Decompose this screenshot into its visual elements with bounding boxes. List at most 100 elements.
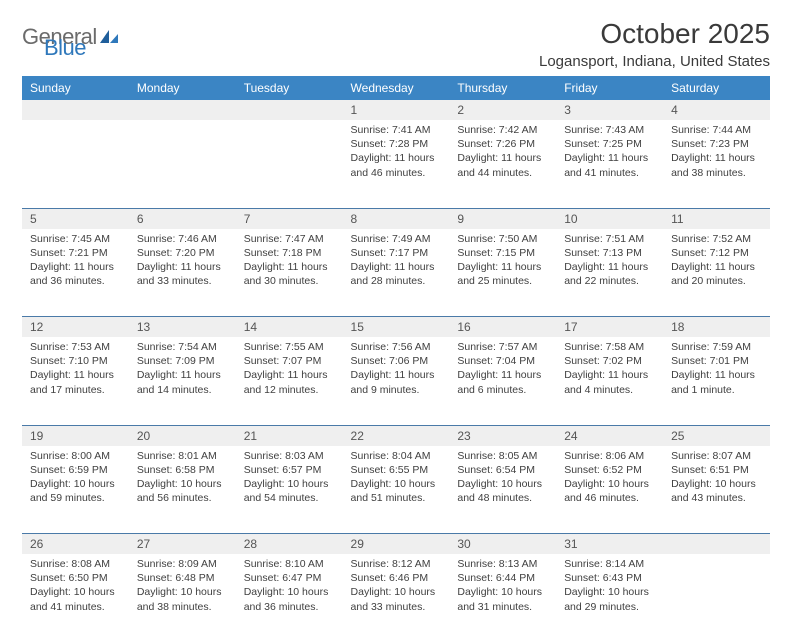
- day-number-cell: 5: [22, 208, 129, 229]
- day-details: Sunrise: 7:53 AMSunset: 7:10 PMDaylight:…: [22, 337, 129, 402]
- day-detail-cell: Sunrise: 7:41 AMSunset: 7:28 PMDaylight:…: [343, 120, 450, 208]
- daylight-line: Daylight: 11 hours and 46 minutes.: [351, 151, 442, 179]
- sunset-line: Sunset: 7:02 PM: [564, 354, 655, 368]
- day-number-cell: [129, 100, 236, 120]
- sunrise-line: Sunrise: 8:13 AM: [457, 557, 548, 571]
- day-detail-cell: Sunrise: 7:58 AMSunset: 7:02 PMDaylight:…: [556, 337, 663, 425]
- brand-logo: General Blue: [22, 18, 120, 50]
- day-details: Sunrise: 7:56 AMSunset: 7:06 PMDaylight:…: [343, 337, 450, 402]
- sunrise-line: Sunrise: 7:58 AM: [564, 340, 655, 354]
- sunrise-line: Sunrise: 7:44 AM: [671, 123, 762, 137]
- day-detail-cell: Sunrise: 8:04 AMSunset: 6:55 PMDaylight:…: [343, 446, 450, 534]
- day-details: Sunrise: 8:01 AMSunset: 6:58 PMDaylight:…: [129, 446, 236, 511]
- sunset-line: Sunset: 6:48 PM: [137, 571, 228, 585]
- day-detail-cell: [129, 120, 236, 208]
- day-detail-cell: [22, 120, 129, 208]
- day-number-cell: 29: [343, 534, 450, 555]
- daylight-line: Daylight: 10 hours and 56 minutes.: [137, 477, 228, 505]
- weekday-header: Sunday: [22, 76, 129, 100]
- sunset-line: Sunset: 7:01 PM: [671, 354, 762, 368]
- sunset-line: Sunset: 7:17 PM: [351, 246, 442, 260]
- day-details: Sunrise: 7:42 AMSunset: 7:26 PMDaylight:…: [449, 120, 556, 185]
- brand-text-blue: Blue: [44, 35, 86, 61]
- day-details: Sunrise: 7:52 AMSunset: 7:12 PMDaylight:…: [663, 229, 770, 294]
- day-detail-cell: Sunrise: 7:59 AMSunset: 7:01 PMDaylight:…: [663, 337, 770, 425]
- sunset-line: Sunset: 7:13 PM: [564, 246, 655, 260]
- sunset-line: Sunset: 7:04 PM: [457, 354, 548, 368]
- sunset-line: Sunset: 7:26 PM: [457, 137, 548, 151]
- sunrise-line: Sunrise: 7:56 AM: [351, 340, 442, 354]
- day-number-cell: 10: [556, 208, 663, 229]
- sunset-line: Sunset: 7:25 PM: [564, 137, 655, 151]
- calendar-body: 1234Sunrise: 7:41 AMSunset: 7:28 PMDayli…: [22, 100, 770, 642]
- daylight-line: Daylight: 11 hours and 38 minutes.: [671, 151, 762, 179]
- sunset-line: Sunset: 7:10 PM: [30, 354, 121, 368]
- sunrise-line: Sunrise: 7:42 AM: [457, 123, 548, 137]
- day-details: Sunrise: 7:47 AMSunset: 7:18 PMDaylight:…: [236, 229, 343, 294]
- day-details: Sunrise: 7:54 AMSunset: 7:09 PMDaylight:…: [129, 337, 236, 402]
- day-detail-cell: Sunrise: 7:55 AMSunset: 7:07 PMDaylight:…: [236, 337, 343, 425]
- sunset-line: Sunset: 7:18 PM: [244, 246, 335, 260]
- daylight-line: Daylight: 10 hours and 48 minutes.: [457, 477, 548, 505]
- sunrise-line: Sunrise: 7:46 AM: [137, 232, 228, 246]
- day-detail-cell: Sunrise: 7:54 AMSunset: 7:09 PMDaylight:…: [129, 337, 236, 425]
- daylight-line: Daylight: 11 hours and 20 minutes.: [671, 260, 762, 288]
- day-number-cell: 23: [449, 425, 556, 446]
- day-detail-cell: Sunrise: 7:43 AMSunset: 7:25 PMDaylight:…: [556, 120, 663, 208]
- daylight-line: Daylight: 10 hours and 31 minutes.: [457, 585, 548, 613]
- sunset-line: Sunset: 6:52 PM: [564, 463, 655, 477]
- day-number-cell: 4: [663, 100, 770, 120]
- day-number-cell: 18: [663, 317, 770, 338]
- sunrise-line: Sunrise: 8:06 AM: [564, 449, 655, 463]
- day-details: Sunrise: 8:10 AMSunset: 6:47 PMDaylight:…: [236, 554, 343, 619]
- day-number-cell: 31: [556, 534, 663, 555]
- day-details: Sunrise: 8:04 AMSunset: 6:55 PMDaylight:…: [343, 446, 450, 511]
- daylight-line: Daylight: 10 hours and 54 minutes.: [244, 477, 335, 505]
- day-number-cell: 30: [449, 534, 556, 555]
- day-number-cell: 13: [129, 317, 236, 338]
- sunrise-line: Sunrise: 7:47 AM: [244, 232, 335, 246]
- day-detail-cell: Sunrise: 8:12 AMSunset: 6:46 PMDaylight:…: [343, 554, 450, 642]
- daylight-line: Daylight: 11 hours and 9 minutes.: [351, 368, 442, 396]
- sunset-line: Sunset: 7:06 PM: [351, 354, 442, 368]
- sunset-line: Sunset: 6:43 PM: [564, 571, 655, 585]
- calendar-table: SundayMondayTuesdayWednesdayThursdayFrid…: [22, 76, 770, 642]
- sunset-line: Sunset: 6:44 PM: [457, 571, 548, 585]
- day-details: Sunrise: 8:13 AMSunset: 6:44 PMDaylight:…: [449, 554, 556, 619]
- day-details: Sunrise: 8:08 AMSunset: 6:50 PMDaylight:…: [22, 554, 129, 619]
- day-detail-cell: Sunrise: 8:09 AMSunset: 6:48 PMDaylight:…: [129, 554, 236, 642]
- day-details: Sunrise: 8:12 AMSunset: 6:46 PMDaylight:…: [343, 554, 450, 619]
- day-number-cell: 17: [556, 317, 663, 338]
- day-details: Sunrise: 7:50 AMSunset: 7:15 PMDaylight:…: [449, 229, 556, 294]
- day-number-cell: 20: [129, 425, 236, 446]
- sunset-line: Sunset: 7:20 PM: [137, 246, 228, 260]
- day-number-cell: 21: [236, 425, 343, 446]
- weekday-header: Wednesday: [343, 76, 450, 100]
- day-details: Sunrise: 7:57 AMSunset: 7:04 PMDaylight:…: [449, 337, 556, 402]
- day-details: Sunrise: 7:58 AMSunset: 7:02 PMDaylight:…: [556, 337, 663, 402]
- day-details: Sunrise: 7:55 AMSunset: 7:07 PMDaylight:…: [236, 337, 343, 402]
- day-detail-cell: Sunrise: 8:14 AMSunset: 6:43 PMDaylight:…: [556, 554, 663, 642]
- day-detail-cell: Sunrise: 7:53 AMSunset: 7:10 PMDaylight:…: [22, 337, 129, 425]
- daynum-row: 262728293031: [22, 534, 770, 555]
- day-details: Sunrise: 8:07 AMSunset: 6:51 PMDaylight:…: [663, 446, 770, 511]
- sunset-line: Sunset: 7:09 PM: [137, 354, 228, 368]
- daylight-line: Daylight: 11 hours and 33 minutes.: [137, 260, 228, 288]
- sunrise-line: Sunrise: 7:59 AM: [671, 340, 762, 354]
- day-detail-cell: Sunrise: 8:05 AMSunset: 6:54 PMDaylight:…: [449, 446, 556, 534]
- day-number-cell: 8: [343, 208, 450, 229]
- day-details: Sunrise: 8:09 AMSunset: 6:48 PMDaylight:…: [129, 554, 236, 619]
- day-number-cell: [22, 100, 129, 120]
- daylight-line: Daylight: 10 hours and 41 minutes.: [30, 585, 121, 613]
- day-details: Sunrise: 7:45 AMSunset: 7:21 PMDaylight:…: [22, 229, 129, 294]
- sunset-line: Sunset: 6:57 PM: [244, 463, 335, 477]
- daylight-line: Daylight: 11 hours and 12 minutes.: [244, 368, 335, 396]
- sunset-line: Sunset: 7:21 PM: [30, 246, 121, 260]
- sunrise-line: Sunrise: 8:04 AM: [351, 449, 442, 463]
- daylight-line: Daylight: 10 hours and 38 minutes.: [137, 585, 228, 613]
- day-detail-cell: Sunrise: 7:44 AMSunset: 7:23 PMDaylight:…: [663, 120, 770, 208]
- day-detail-cell: Sunrise: 7:45 AMSunset: 7:21 PMDaylight:…: [22, 229, 129, 317]
- day-detail-cell: Sunrise: 8:10 AMSunset: 6:47 PMDaylight:…: [236, 554, 343, 642]
- day-detail-row: Sunrise: 7:45 AMSunset: 7:21 PMDaylight:…: [22, 229, 770, 317]
- day-detail-cell: Sunrise: 8:01 AMSunset: 6:58 PMDaylight:…: [129, 446, 236, 534]
